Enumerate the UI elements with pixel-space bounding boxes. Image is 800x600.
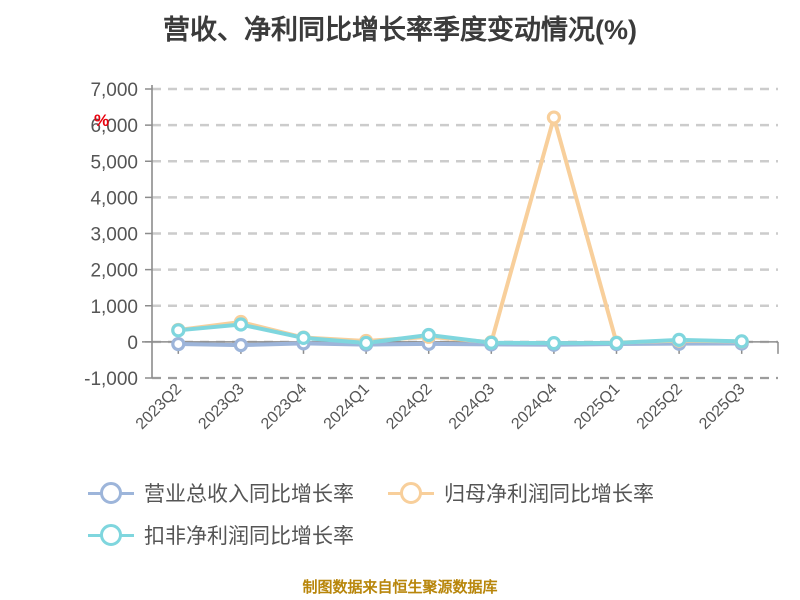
y-tick-label: 1,000 xyxy=(90,297,138,318)
data-point-marker xyxy=(671,332,687,347)
x-tick-label: 2023Q4 xyxy=(258,381,310,433)
data-point-marker xyxy=(421,327,436,343)
chart-title: 营收、净利同比增长率季度变动情况(%) xyxy=(163,15,637,45)
data-point-marker xyxy=(233,338,248,353)
series-line xyxy=(176,341,744,348)
x-tick-label: 2024Q1 xyxy=(321,381,373,433)
x-tick-label: 2025Q1 xyxy=(571,381,623,433)
y-tick-label: 5,000 xyxy=(90,152,138,173)
data-point-marker xyxy=(171,323,186,338)
legend-item-revenue-growth[interactable]: 营业总收入同比增长率 xyxy=(88,478,354,508)
data-point-marker xyxy=(233,317,248,332)
series-line xyxy=(176,115,744,345)
y-tick-label: 7,000 xyxy=(90,80,138,101)
x-tick-label: 2025Q3 xyxy=(696,381,748,433)
y-tick-label: 6,000 xyxy=(90,116,138,137)
data-point-marker xyxy=(484,335,499,350)
legend-dot-net-profit xyxy=(400,482,422,504)
legend-dot-deducted-profit xyxy=(100,524,122,546)
legend-marker-icon-revenue xyxy=(88,481,134,505)
legend-row-2: 扣非净利润同比增长率 xyxy=(88,514,748,556)
y-tick-label: 2,000 xyxy=(90,261,138,282)
legend-row-1: 营业总收入同比增长率 归母净利润同比增长率 xyxy=(88,472,748,514)
percent-unit-mark: % xyxy=(94,111,110,130)
y-tick-label: 0 xyxy=(127,333,138,354)
chart-legend: 营业总收入同比增长率 归母净利润同比增长率 扣非净利润同比增长率 xyxy=(88,472,748,556)
legend-label-deducted-profit: 扣非净利润同比增长率 xyxy=(144,525,354,548)
legend-item-deducted-profit-growth[interactable]: 扣非净利润同比增长率 xyxy=(88,520,354,550)
data-point-marker xyxy=(609,335,624,351)
x-tick-label: 2023Q2 xyxy=(133,381,185,433)
plot-area: 7,000 6,000 5,000 4,000 3,000 2,000 1,000 0 -1,0… xyxy=(84,80,779,433)
x-tick-label: 2024Q3 xyxy=(446,381,498,433)
data-point-marker xyxy=(546,110,562,125)
data-point-marker xyxy=(171,336,186,352)
y-axis-tick-labels: 7,000 6,000 5,000 4,000 3,000 2,000 1,000 0 -1,0… xyxy=(84,80,152,390)
x-tick-label: 2023Q3 xyxy=(195,381,247,433)
data-point-marker xyxy=(546,336,562,351)
y-tick-label: -1,000 xyxy=(84,369,138,390)
legend-label-net-profit: 归母净利润同比增长率 xyxy=(444,483,654,506)
series-lines-group xyxy=(176,115,744,348)
y-tick-label: 4,000 xyxy=(90,188,138,209)
legend-dot-revenue xyxy=(100,482,122,504)
data-point-marker xyxy=(734,334,749,349)
gridlines-group xyxy=(152,87,778,380)
data-point-marker xyxy=(359,335,374,351)
y-tick-label: 3,000 xyxy=(90,225,138,246)
x-tick-label: 2024Q2 xyxy=(383,381,435,433)
footer-source-note: 制图数据来自恒生聚源数据库 xyxy=(302,579,498,596)
x-tick-label: 2024Q4 xyxy=(508,381,560,433)
legend-item-net-profit-growth[interactable]: 归母净利润同比增长率 xyxy=(388,478,654,508)
series-line xyxy=(176,322,744,346)
legend-label-revenue: 营业总收入同比增长率 xyxy=(144,483,354,506)
data-point-marker xyxy=(296,330,311,346)
legend-marker-icon-deducted-profit xyxy=(88,523,134,547)
x-tick-label: 2025Q2 xyxy=(634,381,686,433)
x-axis-tick-labels: 2023Q2 2023Q3 2023Q4 2024Q1 2024Q2 2024Q3 2024… xyxy=(133,381,749,433)
legend-marker-icon-net-profit xyxy=(388,481,434,505)
series-markers-group xyxy=(171,110,749,353)
